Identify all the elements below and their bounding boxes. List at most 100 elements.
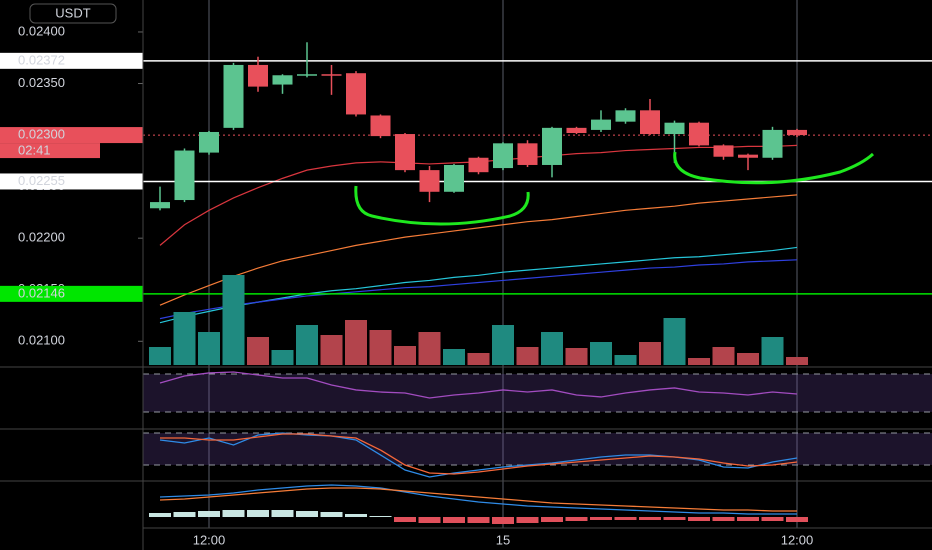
volume-bar (737, 353, 759, 365)
histogram-bar (761, 517, 784, 521)
histogram-bar (737, 517, 759, 521)
indicator-line (160, 433, 798, 475)
candle-body (223, 64, 244, 128)
candle-body (468, 157, 489, 173)
candle-body (199, 131, 219, 153)
price-marker (0, 52, 143, 69)
histogram-bar (247, 510, 269, 517)
histogram-bar (296, 511, 318, 517)
volume-bar (345, 320, 367, 365)
candle-body (762, 129, 783, 158)
candle-body (419, 170, 440, 192)
histogram-bar (688, 517, 710, 521)
candle-body (370, 115, 391, 137)
y-tick-label: 0.02200 (18, 230, 65, 245)
x-tick-label: 15 (496, 532, 510, 547)
price-marker (0, 285, 143, 302)
y-tick-label: 0.02400 (18, 23, 65, 38)
marks (149, 42, 808, 524)
indicator-band (143, 373, 932, 412)
candle-body (566, 127, 587, 134)
candle-body (738, 154, 758, 158)
histogram-bar (565, 517, 588, 521)
volume-bar (516, 347, 539, 365)
candle-body (248, 64, 268, 87)
currency-label: USDT (55, 5, 90, 20)
volume-bar (492, 325, 514, 365)
price-marker (0, 173, 143, 190)
volume-bar (443, 349, 465, 365)
volume-bar (369, 330, 392, 365)
histogram-bar (467, 517, 490, 523)
volume-bar (590, 342, 612, 365)
candle-body (640, 110, 660, 135)
volume-bar (173, 312, 196, 365)
candle-body (444, 164, 464, 192)
histogram-bar (663, 517, 686, 520)
volume-bar (418, 332, 441, 365)
pattern-annotation (354, 185, 530, 226)
price-marker-label: 0.02255 (18, 173, 65, 188)
candle-body (321, 74, 342, 76)
candle-body (517, 143, 538, 165)
indicator-line (159, 371, 798, 399)
histogram-bar (639, 517, 661, 520)
price-marker-label: 0.02372 (18, 52, 65, 67)
histogram-bar (418, 517, 441, 523)
y-tick-label: 0.02350 (18, 75, 65, 90)
y-tick-label: 0.02100 (18, 333, 65, 348)
histogram-bar (320, 512, 343, 517)
candle-body (713, 145, 734, 157)
histogram-bar (149, 513, 171, 517)
candle-body (174, 150, 195, 201)
histogram-bar (222, 510, 245, 517)
histogram-bar (590, 517, 612, 520)
histogram-bar (614, 517, 637, 520)
volume-bar (394, 346, 416, 365)
volume-bar (247, 337, 269, 365)
price-marker (0, 127, 143, 144)
candle-body (787, 129, 807, 136)
x-tick-label: 12:00 (193, 532, 226, 547)
countdown-marker (0, 143, 100, 159)
volume-bar (198, 332, 220, 365)
histogram-bar (271, 510, 294, 517)
price-axis: 12:001512:000.024000.023500.023000.02250… (0, 23, 813, 547)
currency-badge[interactable] (29, 3, 117, 24)
histogram-bar (198, 511, 220, 517)
histogram-bar (492, 517, 514, 524)
volume-bar (614, 355, 637, 365)
histogram-bar (786, 517, 808, 522)
candle-body (150, 202, 170, 209)
histogram-bar (173, 512, 196, 517)
candle-body (542, 127, 562, 165)
volume-bar (688, 358, 710, 365)
volume-bar (663, 318, 686, 365)
volume-bar (271, 350, 294, 365)
histogram-bar (541, 517, 563, 522)
histogram-bar (516, 517, 539, 523)
histogram-bar (443, 517, 465, 523)
volume-bar (541, 332, 563, 365)
x-tick-label: 12:00 (781, 532, 814, 547)
volume-bar (149, 347, 171, 365)
volume-bar (222, 275, 245, 365)
indicator-line (159, 487, 797, 512)
histogram-bar (369, 516, 392, 517)
indicator-band (143, 432, 932, 466)
volume-bar (761, 337, 784, 365)
moving-average (159, 194, 798, 306)
candle-body (297, 74, 317, 76)
candle-body (664, 122, 685, 135)
candle-body (272, 75, 293, 85)
price-marker-label: 0.02146 (18, 285, 65, 300)
overlay (143, 60, 932, 324)
volume-bar (786, 357, 808, 365)
volume-bar (565, 348, 588, 365)
moving-average (159, 259, 798, 320)
histogram-bar (345, 514, 367, 517)
candle-body (395, 134, 415, 171)
candle-body (346, 73, 366, 115)
pattern-annotation (673, 151, 875, 185)
